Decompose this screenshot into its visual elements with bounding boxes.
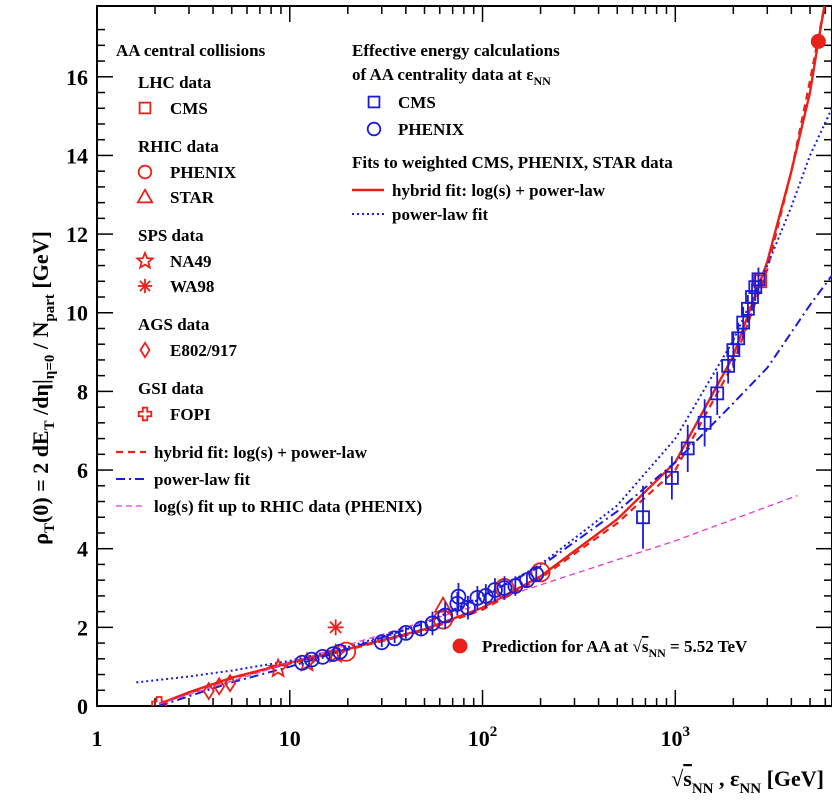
axis-ticks: 1 10 102 103 0 2 4 6 8 10 12 14 16 xyxy=(66,6,832,751)
x-axis-label: √sNN , εNN [GeV] xyxy=(671,766,824,797)
fit-curve xyxy=(158,6,826,706)
legend-item-label: FOPI xyxy=(170,405,211,424)
marker-circle xyxy=(366,121,382,137)
y-tick-label: 8 xyxy=(77,379,88,404)
legend-item-label: STAR xyxy=(170,188,215,207)
y-tick-label: 0 xyxy=(77,694,88,719)
legend: AA central collisions LHC data CMS RHIC dat… xyxy=(116,41,748,660)
legend-line-label: power-law fit xyxy=(154,470,250,489)
marker-square xyxy=(745,290,759,304)
marker-asterisk xyxy=(139,280,151,292)
x-tick-label: 103 xyxy=(661,724,691,751)
fit-curve xyxy=(136,107,832,684)
marker-square xyxy=(731,331,746,346)
legend-left-header: AA central collisions xyxy=(116,41,266,60)
marker-triangle xyxy=(136,187,154,204)
marker-star xyxy=(267,657,289,678)
legend-right-item: PHENIX xyxy=(398,120,465,139)
legend-item-label: PHENIX xyxy=(170,163,237,182)
marker-circle xyxy=(469,589,486,606)
legend-group-title: GSI data xyxy=(138,379,204,398)
legend-group-title: AGS data xyxy=(138,315,210,334)
marker-cross xyxy=(151,696,168,706)
legend-group-title: SPS data xyxy=(138,226,204,245)
x-tick-label: 1 xyxy=(92,726,103,751)
marker-circle xyxy=(530,562,551,583)
marker-asterisk xyxy=(329,621,342,634)
marker-square xyxy=(748,280,763,295)
marker-square xyxy=(138,101,152,115)
marker-square xyxy=(710,386,725,401)
legend-fits-header: Fits to weighted CMS, PHENIX, STAR data xyxy=(352,153,673,172)
prediction-label: Prediction for AA at √sNN = 5.52 TeV xyxy=(482,637,748,660)
marker-square xyxy=(664,471,679,485)
legend-item-label: CMS xyxy=(170,99,208,118)
y-tick-label: 10 xyxy=(66,301,88,326)
marker-circle xyxy=(314,648,331,665)
marker-circle xyxy=(397,624,414,641)
marker-circle xyxy=(433,609,454,630)
marker-square xyxy=(736,315,751,330)
legend-item-label: NA49 xyxy=(170,252,212,271)
legend-item-label: E802/917 xyxy=(170,341,238,360)
y-tick-label: 4 xyxy=(77,537,88,562)
x-tick-label: 102 xyxy=(468,724,498,751)
y-tick-label: 12 xyxy=(66,222,88,247)
marker-circle xyxy=(331,643,348,660)
marker-circle xyxy=(460,599,476,616)
marker-diamond xyxy=(202,681,215,701)
marker-circle xyxy=(303,651,320,668)
marker-diamond xyxy=(139,341,151,359)
y-tick-label: 16 xyxy=(66,65,88,90)
marker-circle xyxy=(528,566,545,583)
y-tick-label: 6 xyxy=(77,458,88,483)
marker-cross xyxy=(137,406,153,422)
legend-group-title: RHIC data xyxy=(138,137,219,156)
marker-square xyxy=(751,272,766,287)
marker-star xyxy=(135,250,155,270)
marker-circle xyxy=(437,607,454,624)
legend-right-header1: Effective energy calculations xyxy=(352,41,560,60)
legend-group-title: LHC data xyxy=(138,73,212,92)
legend-right-line-label: hybrid fit: log(s) + power-law xyxy=(392,181,606,200)
fit-curve xyxy=(158,6,826,706)
y-axis-label: ρT(0) = 2 dET /dη|η=0 / Npart [GeV] xyxy=(28,231,58,545)
fit-curve xyxy=(158,494,798,705)
marker-filled-circle xyxy=(810,33,826,49)
legend-right-item: CMS xyxy=(398,93,436,112)
marker-circle xyxy=(336,641,357,662)
legend-right-header2: of AA centrality data at εNN xyxy=(352,65,551,88)
data-points xyxy=(151,33,826,706)
legend-right-line-label: power-law fit xyxy=(392,205,488,224)
legend-item-label: WA98 xyxy=(170,277,214,296)
marker-circle xyxy=(424,615,441,632)
legend-line-label: log(s) fit up to RHIC data (PHENIX) xyxy=(154,497,422,516)
marker-diamond xyxy=(213,676,226,697)
marker-circle xyxy=(294,654,311,671)
fit-curves xyxy=(136,6,832,706)
marker-diamond xyxy=(223,673,237,693)
axis-labels: √sNN , εNN [GeV] ρT(0) = 2 dET /dη|η=0 / … xyxy=(28,231,824,797)
marker-circle xyxy=(137,164,153,180)
marker-circle xyxy=(496,580,513,596)
marker-filled-circle xyxy=(452,638,468,654)
y-tick-label: 2 xyxy=(77,615,88,640)
marker-square xyxy=(680,441,695,456)
marker-square xyxy=(636,510,650,525)
legend-line-label: hybrid fit: log(s) + power-law xyxy=(154,443,368,462)
marker-circle xyxy=(449,595,466,612)
marker-square xyxy=(697,415,712,430)
marker-triangle xyxy=(433,595,453,613)
fit-curve xyxy=(158,274,832,706)
x-tick-label: 10 xyxy=(279,726,301,751)
marker-circle xyxy=(487,582,503,598)
marker-circle xyxy=(450,588,467,605)
marker-square xyxy=(367,95,381,109)
y-tick-label: 14 xyxy=(66,143,88,168)
